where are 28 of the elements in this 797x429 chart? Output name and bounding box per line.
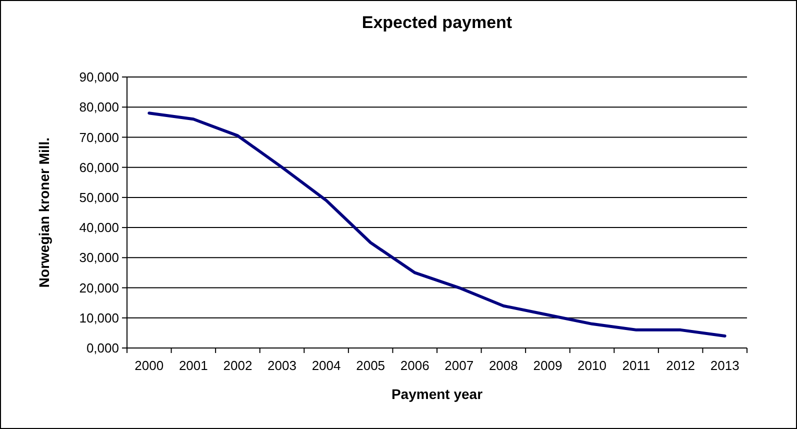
x-tick-label: 2005 — [356, 358, 386, 373]
chart-title: Expected payment — [362, 13, 512, 32]
x-tick-label: 2012 — [666, 358, 696, 373]
line-series — [148, 112, 726, 338]
y-tick-label: 90,000 — [79, 70, 119, 85]
y-tick-label: 0,000 — [86, 340, 119, 356]
x-tick-label: 2003 — [268, 358, 296, 373]
y-tick-label: 80,000 — [79, 100, 119, 115]
y-tick-label: 70,000 — [79, 130, 119, 145]
y-tick-label: 30,000 — [79, 250, 119, 266]
y-tick-label: 50,000 — [79, 190, 119, 205]
x-tick-label: 2006 — [400, 358, 430, 373]
x-axis-title: Payment year — [391, 386, 484, 402]
x-tick-label: 2007 — [444, 358, 474, 373]
x-tick-label: 2013 — [710, 358, 740, 373]
x-tick-label: 2000 — [134, 358, 164, 373]
y-tick-label: 60,000 — [79, 160, 119, 175]
x-tick-label: 2010 — [578, 358, 606, 373]
y-tick-label: 10,000 — [79, 310, 119, 326]
x-tick-label: 2002 — [223, 358, 252, 373]
y-tick-label: 40,000 — [79, 220, 119, 236]
x-tick-label: 2008 — [488, 358, 518, 373]
x-tick-label: 2009 — [533, 358, 562, 373]
x-tick-label: 2004 — [312, 358, 341, 373]
x-tick-label: 2001 — [178, 358, 208, 373]
y-tick-label: 20,000 — [79, 280, 119, 296]
y-axis-title: Norwegian kroner Mill. — [36, 137, 52, 288]
x-tick-label: 2011 — [622, 358, 650, 373]
